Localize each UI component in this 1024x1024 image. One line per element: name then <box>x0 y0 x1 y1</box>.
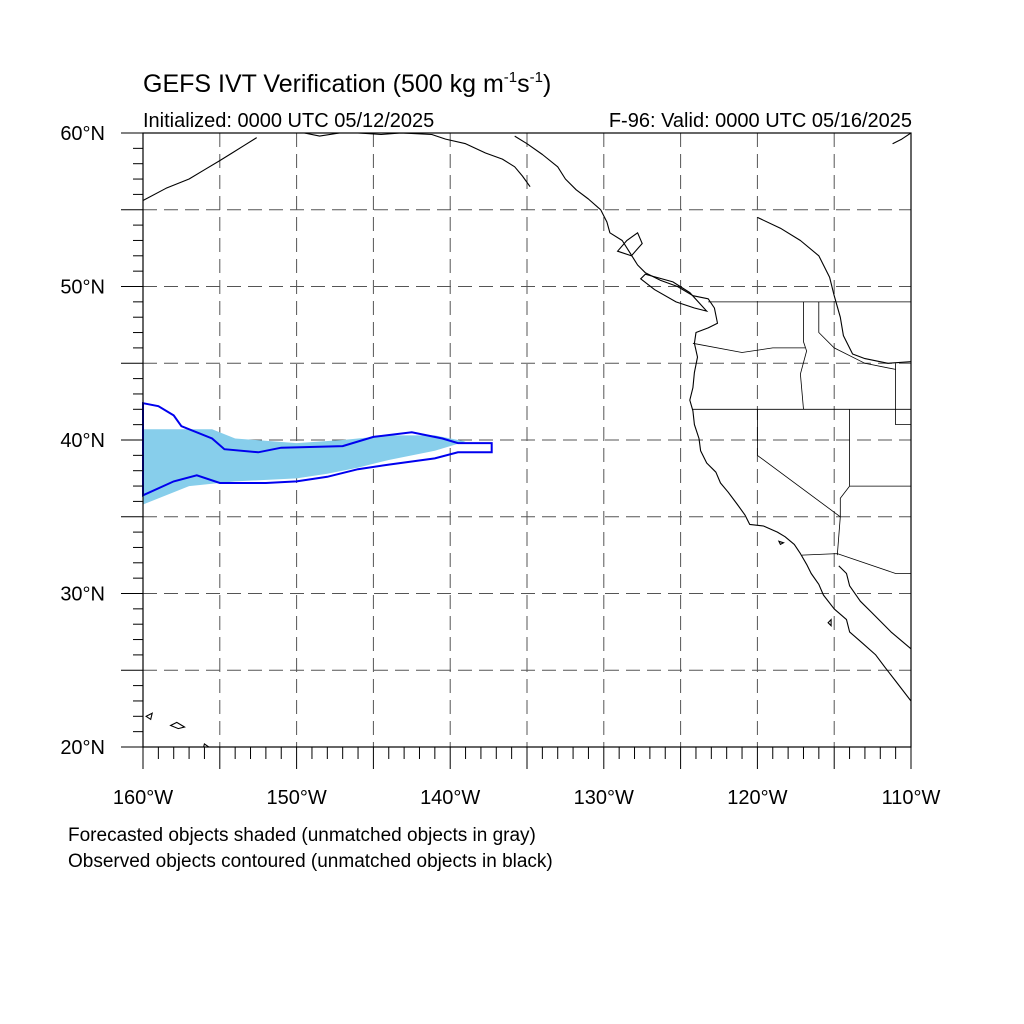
island-outline <box>169 721 186 730</box>
state-border <box>895 363 911 426</box>
state-border <box>692 342 805 353</box>
island-outline <box>639 273 709 313</box>
state-border <box>836 409 850 556</box>
axis-labels: 60°N 50°N 40°N 30°N 20°N 160°W 150°W 140°W 130°W… <box>60 123 940 809</box>
state-border <box>799 301 808 410</box>
state-border <box>818 301 896 370</box>
coastline-northeast <box>892 133 911 145</box>
coastlines-layer <box>143 133 911 747</box>
initialized-time: Initialized: 0000 UTC 05/12/2025 <box>143 110 435 132</box>
lon-label: 130°W <box>574 787 634 809</box>
coastline-west <box>514 135 911 702</box>
map-frame <box>142 132 912 748</box>
coastline-gulf-of-alaska <box>304 133 531 188</box>
lat-label: 20°N <box>60 737 105 759</box>
lat-label: 40°N <box>60 430 105 452</box>
observed-contours-layer <box>142 401 493 497</box>
lon-label: 150°W <box>266 787 326 809</box>
observed-object-contour <box>142 401 493 497</box>
valid-time: F-96: Valid: 0000 UTC 05/16/2025 <box>608 110 912 132</box>
lon-label: 160°W <box>113 787 173 809</box>
axis-ticks <box>121 132 912 769</box>
border-line <box>757 216 911 364</box>
island-outline <box>145 712 154 721</box>
lat-label: 50°N <box>60 277 105 299</box>
island-outline <box>827 618 832 628</box>
lat-lon-grid <box>143 133 911 747</box>
lon-label: 120°W <box>727 787 787 809</box>
lon-label: 110°W <box>882 787 941 809</box>
forecast-object-fill <box>143 429 466 505</box>
footnote-observed: Observed objects contoured (unmatched ob… <box>68 851 553 872</box>
island-outline <box>777 540 785 546</box>
state-border <box>801 553 911 574</box>
lat-label: 60°N <box>60 123 105 145</box>
state-border <box>757 409 841 518</box>
island-outline <box>616 231 643 257</box>
map-title: GEFS IVT Verification (500 kg m-1s-1) <box>143 69 552 98</box>
coastline-gulf <box>838 565 911 650</box>
coastline-alaska-peninsula <box>143 137 257 201</box>
lat-label: 30°N <box>60 584 105 606</box>
footnote-forecast: Forecasted objects shaded (unmatched obj… <box>68 825 536 846</box>
forecast-objects-layer <box>143 429 466 505</box>
lon-label: 140°W <box>420 787 480 809</box>
